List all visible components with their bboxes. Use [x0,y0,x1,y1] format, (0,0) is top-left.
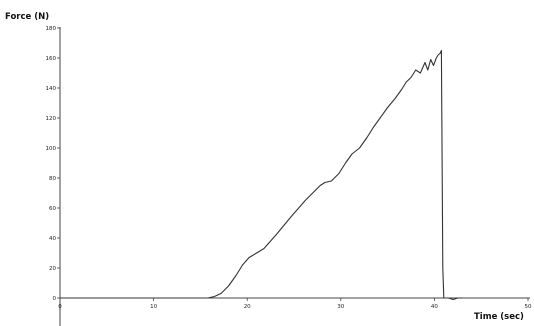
force-series-line [60,49,463,301]
x-tick-label: 40 [431,304,438,310]
y-tick-label: 40 [49,236,56,242]
y-axis-title: Force (N) [5,12,49,22]
y-tick-label: 160 [46,56,57,62]
y-tick-label: 100 [46,146,57,152]
x-tick-label: 50 [525,304,532,310]
y-tick-label: 120 [46,116,57,122]
data-series-layer [60,49,463,301]
y-tick-label: 0 [53,296,57,302]
y-axis-title-text: Force (N) [5,12,49,22]
x-axis-title: Time (sec) [474,312,524,322]
x-axis-ticks: 0 10 20 30 40 50 [58,298,532,310]
x-tick-label: 20 [244,304,251,310]
y-tick-label: 180 [46,26,57,32]
x-tick-label: 10 [150,304,157,310]
x-tick-label: 30 [337,304,344,310]
y-tick-label: 80 [49,176,56,182]
y-tick-label: 140 [46,86,57,92]
y-tick-label: 60 [49,206,56,212]
y-tick-label: 20 [49,266,56,272]
y-axis-ticks: -20020406080100120140160180 [46,26,60,302]
x-axis-title-text: Time (sec) [474,312,524,322]
x-tick-label: 0 [58,304,62,310]
